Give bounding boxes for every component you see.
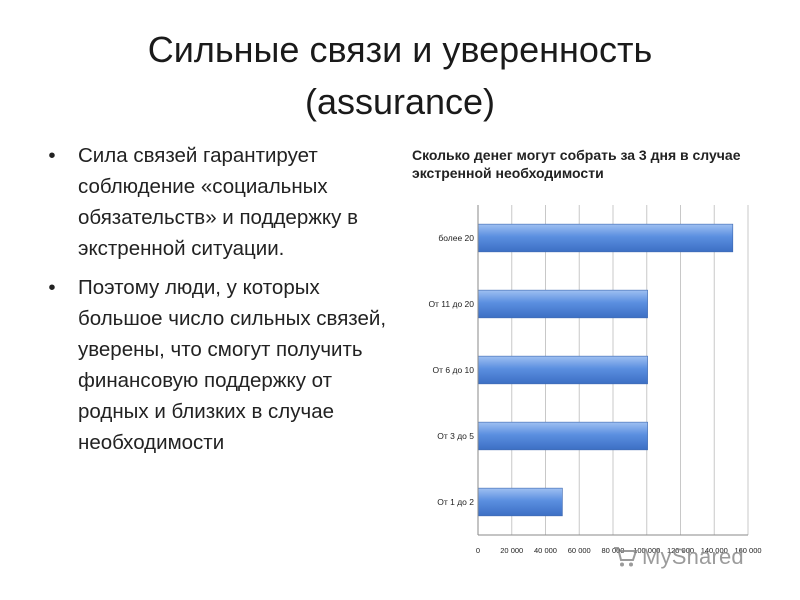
chart-bar [477,355,648,385]
category-label: От 3 до 5 [437,431,474,441]
bullet-list: • Сила связей гарантирует соблюдение «со… [46,140,391,466]
bullet-dot-icon: • [48,276,56,299]
x-tick-label: 120 000 [667,546,694,555]
slide-title-line-2: (assurance) [304,81,496,123]
slide-title-line-1: Сильные связи и уверенность [147,29,653,70]
slide-title: Сильные связи и уверенность (assurance) [40,24,760,128]
chart-bars [477,223,734,517]
x-tick-label: 40 000 [534,546,557,555]
chart-bar [477,487,563,517]
chart-bar [477,289,648,319]
chart-title: Сколько денег могут собрать за 3 дня в с… [412,147,741,181]
x-tick-label: 80 000 [602,546,625,555]
watermark: MyShared [612,544,744,570]
category-label: более 20 [438,233,474,243]
chart-bar [477,421,648,451]
bullet-item: • Сила связей гарантирует соблюдение «со… [46,140,391,264]
bullet-item: • Поэтому люди, у которых большое число … [46,272,391,458]
bullet-text: Сила связей гарантирует соблюдение «соци… [78,144,358,260]
watermark-text: MyShared [642,544,744,569]
bullet-dot-icon: • [48,144,56,167]
category-label: От 11 до 20 [428,299,474,309]
bar-chart: более 20 От 11 до 20 От 6 до 10 От 3 до 5 От… [428,205,762,555]
x-tick-label: 160 000 [734,546,761,555]
category-label: От 6 до 10 [433,365,475,375]
category-label: От 1 до 2 [437,497,474,507]
x-tick-label: 100 000 [633,546,660,555]
x-tick-label: 60 000 [568,546,591,555]
x-tick-label: 140 000 [701,546,728,555]
shopping-cart-icon [614,547,638,567]
chart-x-tick-labels: 0 20 000 40 000 60 000 80 000 100 000 120 000 1… [476,546,762,555]
chart-category-labels: более 20 От 11 до 20 От 6 до 10 От 3 до 5 От… [428,233,474,507]
bullet-text: Поэтому люди, у которых большое число си… [78,276,387,454]
chart-bar [477,223,734,253]
x-tick-label: 20 000 [500,546,523,555]
x-tick-label: 0 [476,546,480,555]
